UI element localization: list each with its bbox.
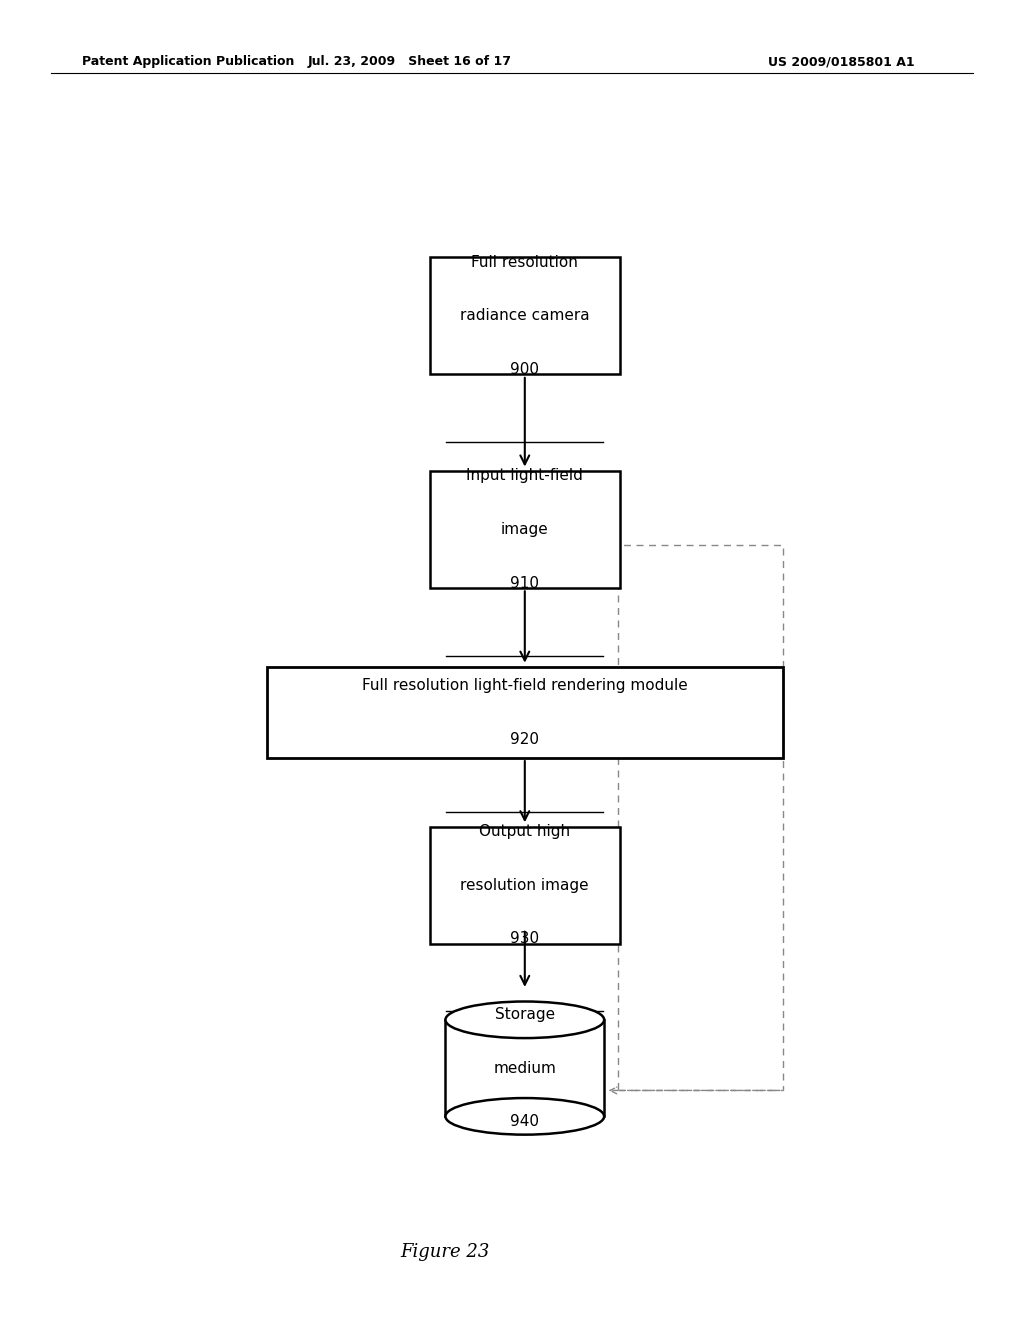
Text: Patent Application Publication: Patent Application Publication — [82, 55, 294, 69]
Text: Storage: Storage — [495, 1007, 555, 1022]
Ellipse shape — [445, 1098, 604, 1135]
Text: 930: 930 — [510, 932, 540, 946]
Text: radiance camera: radiance camera — [460, 309, 590, 323]
Text: 940: 940 — [510, 1114, 540, 1129]
Text: US 2009/0185801 A1: US 2009/0185801 A1 — [768, 55, 914, 69]
Text: 900: 900 — [510, 362, 540, 378]
Bar — [618, 545, 782, 1090]
Ellipse shape — [445, 1002, 604, 1038]
Text: Output high: Output high — [479, 824, 570, 840]
Text: Full resolution light-field rendering module: Full resolution light-field rendering mo… — [361, 678, 688, 693]
Text: 910: 910 — [510, 576, 540, 590]
Text: Figure 23: Figure 23 — [400, 1243, 490, 1262]
Bar — [267, 667, 782, 758]
Text: 920: 920 — [510, 731, 540, 747]
Text: resolution image: resolution image — [461, 878, 589, 892]
Text: Full resolution: Full resolution — [471, 255, 579, 269]
Text: Input light-field: Input light-field — [466, 469, 584, 483]
Bar — [430, 471, 621, 587]
Bar — [430, 257, 621, 375]
Text: medium: medium — [494, 1060, 556, 1076]
Text: Jul. 23, 2009   Sheet 16 of 17: Jul. 23, 2009 Sheet 16 of 17 — [307, 55, 512, 69]
Bar — [430, 826, 621, 944]
Text: image: image — [501, 521, 549, 537]
